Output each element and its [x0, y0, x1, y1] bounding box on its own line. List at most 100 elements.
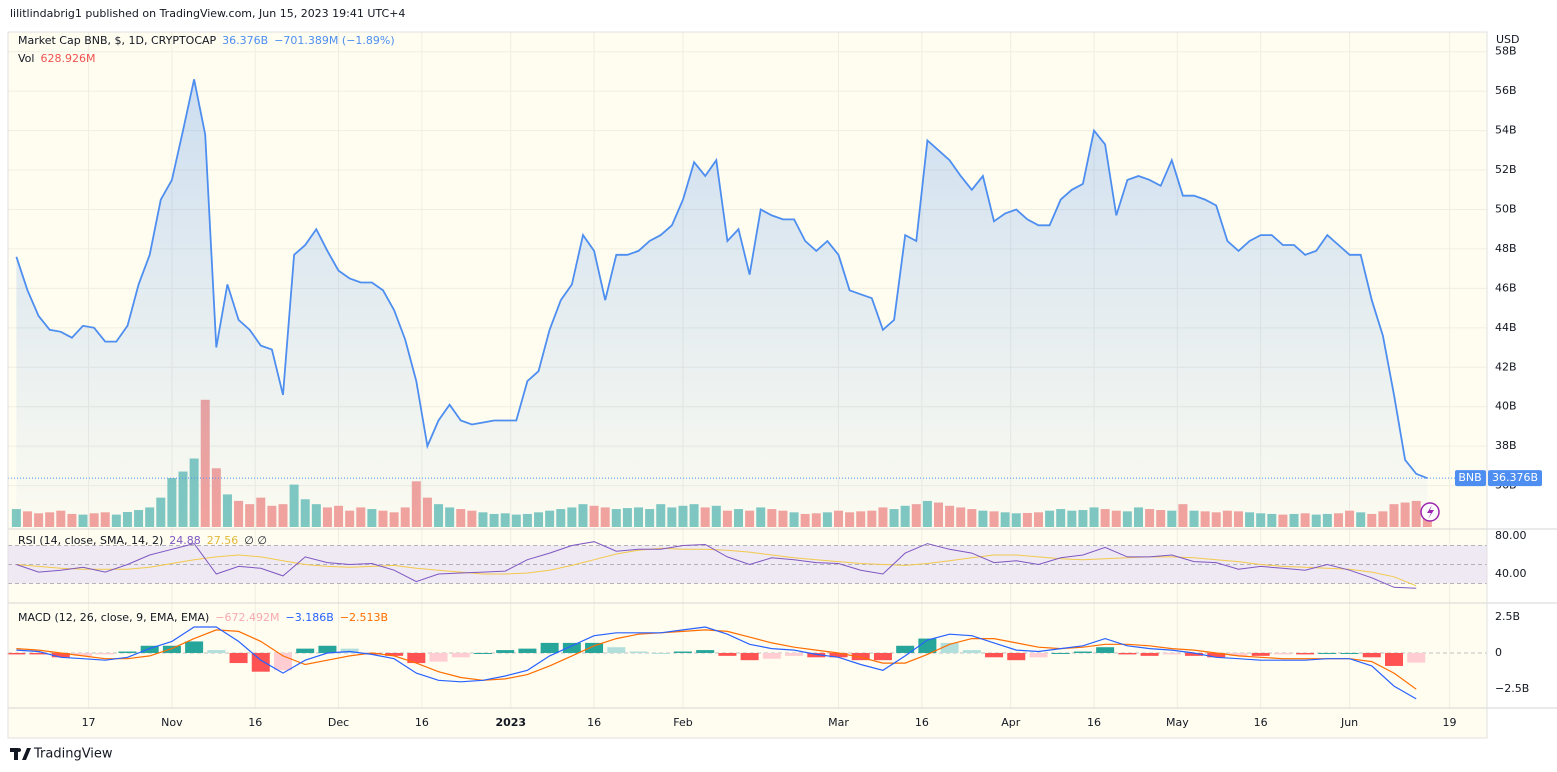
- publisher: lilitlindabrig1 published on TradingView…: [10, 7, 405, 20]
- macd-histogram-bar: [296, 648, 315, 653]
- y-tick-label: 54B: [1495, 124, 1517, 137]
- macd-histogram-bar: [829, 652, 848, 658]
- macd-histogram-bar: [96, 652, 115, 655]
- brand-name: TradingView: [33, 747, 113, 762]
- macd-hist-value: −672.492M: [215, 611, 279, 624]
- area-fill: [16, 79, 1428, 527]
- y-tick-label: 40B: [1495, 400, 1517, 413]
- x-tick-label: 16: [1087, 716, 1101, 729]
- macd-histogram-bar: [1229, 652, 1248, 656]
- macd-histogram-bar: [1007, 652, 1026, 661]
- macd-histogram-bar: [740, 652, 759, 661]
- macd-histogram-bar: [207, 650, 226, 653]
- macd-histogram-bar: [1096, 647, 1115, 653]
- macd-histogram-bar: [318, 645, 337, 653]
- brand: TradingView: [10, 747, 113, 762]
- y-tick-label: 52B: [1495, 163, 1517, 176]
- rsi-tick-label: 80.00: [1495, 529, 1527, 542]
- y-tick-label: 42B: [1495, 360, 1517, 373]
- macd-histogram-bar: [7, 652, 26, 655]
- macd-histogram-bar: [1407, 652, 1426, 663]
- y-tick-label: 38B: [1495, 439, 1517, 452]
- rsi-line: [16, 541, 1417, 589]
- rsi-tick-label: 40.00: [1495, 567, 1527, 580]
- macd-histogram-bar: [74, 652, 93, 656]
- macd-histogram-bar: [1251, 652, 1270, 656]
- macd-histogram-bar: [1051, 652, 1070, 654]
- symbol: Market Cap BNB, $, 1D, CRYPTOCAP: [18, 34, 217, 47]
- legend-change: −701.389M (−1.89%): [274, 34, 394, 47]
- macd-histogram-bar: [851, 652, 870, 661]
- x-tick-label: Dec: [328, 716, 349, 729]
- x-tick-label: 16: [248, 716, 262, 729]
- macd-histogram-bar: [629, 651, 648, 653]
- macd-histogram-bar: [718, 652, 737, 656]
- volume-legend: Vol 628.926M: [18, 52, 95, 65]
- x-tick-label: 16: [1254, 716, 1268, 729]
- macd-histogram-bar: [1207, 652, 1226, 658]
- macd-histogram-bar: [473, 652, 492, 654]
- macd-histogram-bar: [385, 652, 404, 656]
- macd-tick-label: 2.5B: [1495, 610, 1520, 623]
- macd-histogram-bar: [785, 652, 804, 656]
- macd-tick-label: −2.5B: [1495, 682, 1529, 695]
- y-tick-label: 48B: [1495, 242, 1517, 255]
- macd-histogram-bar: [673, 651, 692, 653]
- macd-legend: MACD (12, 26, close, 9, EMA, EMA) −672.49…: [18, 611, 388, 624]
- x-tick-label: 17: [82, 716, 96, 729]
- symbol-tag: [1455, 470, 1486, 487]
- rsi-legend: RSI (14, close, SMA, 14, 2) 24.88 27.56 ∅ ∅: [18, 534, 267, 547]
- macd-histogram-bar: [762, 652, 781, 659]
- macd-histogram-bar: [940, 642, 959, 653]
- main-legend: Market Cap BNB, $, 1D, CRYPTOCAP 36.376B −…: [18, 34, 395, 47]
- macd-histogram-bar: [229, 652, 248, 664]
- x-tick-label: Jun: [1340, 716, 1358, 729]
- macd-histogram-bar: [429, 652, 448, 662]
- macd-histogram-bar: [1385, 652, 1404, 666]
- macd-histogram-bar: [518, 648, 537, 653]
- currency: USD: [1496, 33, 1520, 46]
- macd-histogram-bar: [1362, 652, 1381, 658]
- alert-icon[interactable]: [1420, 502, 1440, 522]
- macd-histogram-bar: [585, 642, 604, 653]
- macd-histogram-bar: [1162, 652, 1181, 655]
- x-tick-label: Apr: [1001, 716, 1021, 729]
- macd-line: [16, 626, 1417, 700]
- macd-histogram-bar: [29, 652, 48, 655]
- macd-histogram-bar: [118, 651, 137, 653]
- volume-value: 628.926M: [40, 52, 95, 65]
- rsi-extra: ∅ ∅: [244, 534, 267, 547]
- macd-histogram-bar: [407, 652, 426, 664]
- x-tick-label: Nov: [161, 716, 183, 729]
- macd-histogram-bar: [918, 638, 937, 653]
- x-tick-label: Feb: [673, 716, 692, 729]
- macd-histogram-bar: [1073, 651, 1092, 653]
- macd-histogram-bar: [1029, 652, 1048, 658]
- macd-histogram-bar: [607, 647, 626, 653]
- macd-signal-value: −2.513B: [340, 611, 388, 624]
- macd-histogram-bar: [1118, 652, 1137, 655]
- y-tick-label: 44B: [1495, 321, 1517, 334]
- macd-histogram-bar: [1296, 652, 1315, 655]
- macd-histogram-bar: [651, 652, 670, 654]
- macd-histogram-bar: [962, 650, 981, 653]
- volume-bar: [11, 509, 21, 527]
- macd-histogram-bar: [1140, 652, 1159, 656]
- rsi-value: 24.88: [169, 534, 201, 547]
- legend-value: 36.376B: [222, 34, 268, 47]
- macd-name: MACD (12, 26, close, 9, EMA, EMA): [18, 611, 209, 624]
- macd-histogram-bar: [451, 652, 470, 658]
- y-tick-label: 58B: [1495, 45, 1517, 58]
- macd-histogram-bar: [1185, 652, 1204, 656]
- price-tag: [1488, 470, 1542, 487]
- main-pane: [15, 79, 1428, 527]
- symbol-tag-label: BNB: [1458, 471, 1481, 484]
- x-tick-label: 19: [1443, 716, 1457, 729]
- x-tick-label: 16: [415, 716, 429, 729]
- macd-tick-label: 0: [1495, 646, 1502, 659]
- price-line: [15, 79, 1428, 480]
- rsi-sma-value: 27.56: [207, 534, 239, 547]
- macd-histogram-bar: [362, 652, 381, 655]
- macd-histogram-bar: [562, 642, 581, 653]
